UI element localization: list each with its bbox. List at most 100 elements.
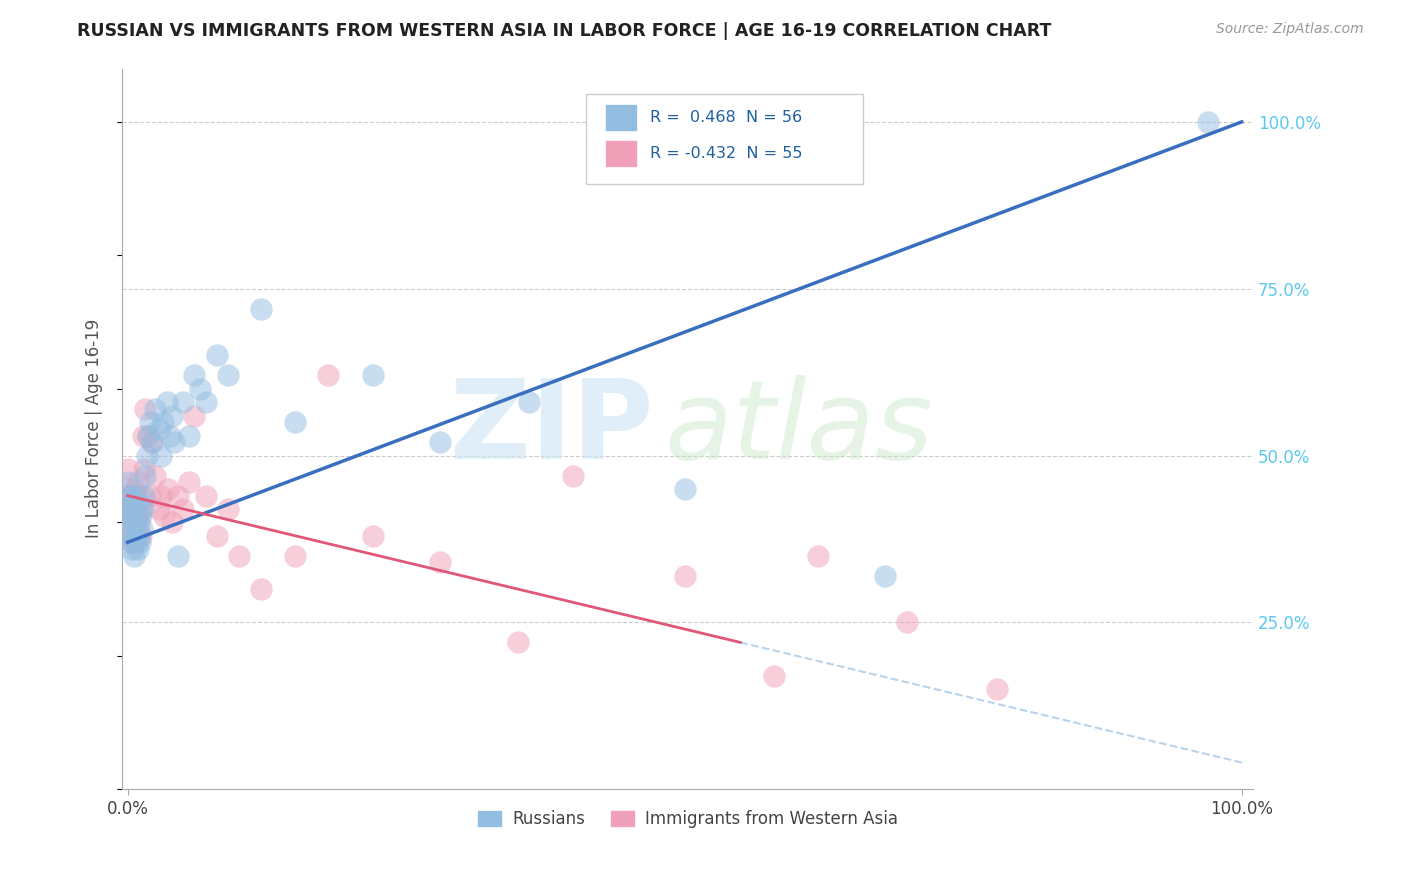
Point: [429, 555, 451, 569]
Point: [148, 502, 170, 516]
Point: [131, 502, 153, 516]
Point: [117, 462, 139, 476]
Point: [118, 495, 141, 509]
Point: [135, 449, 157, 463]
Point: [124, 516, 146, 530]
Point: [129, 508, 152, 523]
Point: [145, 401, 167, 416]
Point: [128, 528, 150, 542]
Point: [118, 495, 141, 509]
Point: [172, 502, 194, 516]
Point: [166, 549, 188, 563]
Point: [152, 415, 174, 429]
Point: [125, 508, 148, 523]
Point: [121, 541, 143, 556]
Point: [121, 502, 143, 516]
Point: [121, 508, 143, 523]
Point: [124, 535, 146, 549]
Point: [896, 615, 918, 630]
Text: ZIP: ZIP: [450, 376, 654, 483]
Point: [517, 395, 540, 409]
Point: [156, 395, 179, 409]
Point: [124, 549, 146, 563]
Point: [127, 541, 149, 556]
Point: [127, 522, 149, 536]
Point: [217, 368, 239, 383]
Point: [122, 502, 145, 516]
Text: RUSSIAN VS IMMIGRANTS FROM WESTERN ASIA IN LABOR FORCE | AGE 16-19 CORRELATION C: RUSSIAN VS IMMIGRANTS FROM WESTERN ASIA …: [77, 22, 1052, 40]
Point: [217, 502, 239, 516]
Point: [875, 568, 897, 582]
Point: [141, 435, 163, 450]
Point: [134, 489, 156, 503]
Point: [160, 516, 183, 530]
Point: [361, 368, 384, 383]
Point: [1197, 115, 1219, 129]
Point: [118, 516, 141, 530]
Point: [673, 482, 696, 496]
Point: [183, 368, 205, 383]
Point: [316, 368, 339, 383]
Point: [673, 568, 696, 582]
Point: [120, 516, 142, 530]
Point: [177, 428, 200, 442]
Point: [188, 382, 211, 396]
Point: [986, 682, 1008, 697]
Point: [122, 528, 145, 542]
Point: [129, 528, 152, 542]
Point: [139, 489, 162, 503]
Point: [136, 428, 159, 442]
Point: [118, 508, 141, 523]
Point: [118, 528, 141, 542]
Point: [284, 549, 307, 563]
Point: [194, 489, 217, 503]
Point: [250, 582, 273, 596]
FancyBboxPatch shape: [586, 94, 863, 184]
Point: [122, 489, 145, 503]
Point: [124, 482, 146, 496]
Point: [156, 482, 179, 496]
Point: [122, 522, 145, 536]
Point: [132, 502, 155, 516]
Text: atlas: atlas: [665, 376, 934, 483]
Point: [120, 535, 142, 549]
Point: [120, 516, 142, 530]
Point: [762, 669, 785, 683]
Point: [118, 528, 141, 542]
Point: [148, 422, 170, 436]
Point: [172, 395, 194, 409]
Point: [183, 409, 205, 423]
Point: [121, 535, 143, 549]
Point: [128, 516, 150, 530]
Point: [128, 535, 150, 549]
Point: [194, 395, 217, 409]
Point: [166, 489, 188, 503]
Point: [562, 468, 585, 483]
Point: [131, 522, 153, 536]
Point: [284, 415, 307, 429]
Point: [134, 401, 156, 416]
Point: [153, 508, 176, 523]
Text: R =  0.468  N = 56: R = 0.468 N = 56: [650, 110, 803, 125]
Point: [117, 475, 139, 490]
Point: [361, 528, 384, 542]
Bar: [605, 140, 637, 168]
Point: [125, 535, 148, 549]
Point: [118, 482, 141, 496]
Point: [150, 449, 173, 463]
Point: [429, 435, 451, 450]
Point: [127, 508, 149, 523]
Text: Source: ZipAtlas.com: Source: ZipAtlas.com: [1216, 22, 1364, 37]
Point: [250, 301, 273, 316]
Point: [134, 468, 156, 483]
Point: [163, 435, 186, 450]
Point: [118, 489, 141, 503]
Point: [205, 528, 228, 542]
Point: [134, 462, 156, 476]
Point: [124, 508, 146, 523]
Point: [132, 428, 155, 442]
Point: [160, 409, 183, 423]
Point: [150, 489, 173, 503]
Point: [177, 475, 200, 490]
Point: [120, 489, 142, 503]
